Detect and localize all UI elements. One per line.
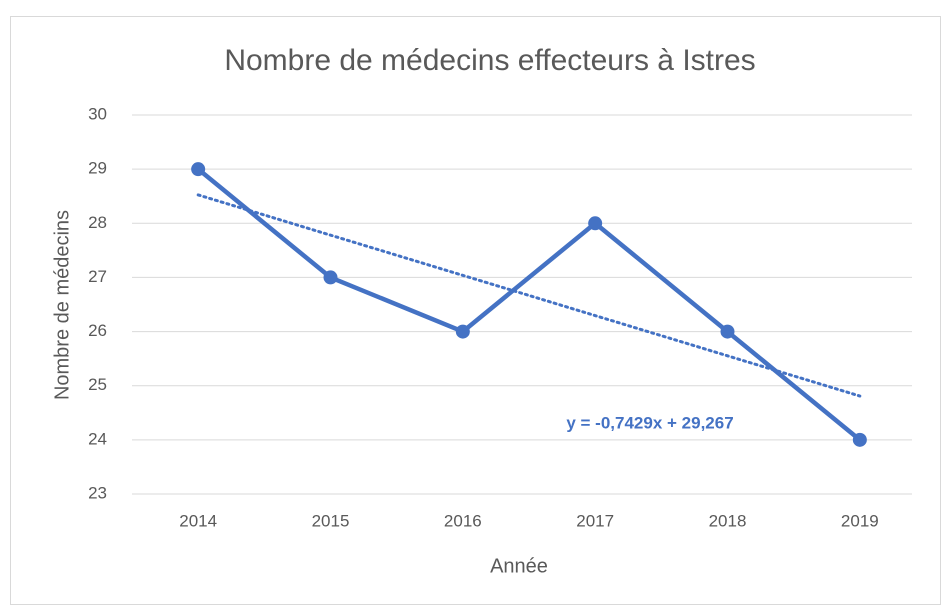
data-line bbox=[196, 167, 862, 442]
x-tick-label: 2019 bbox=[841, 511, 879, 530]
data-point bbox=[588, 216, 603, 231]
y-axis-label: Nombre de médecins bbox=[51, 210, 73, 400]
x-tick-label: 2015 bbox=[312, 511, 350, 530]
data-point bbox=[720, 324, 735, 339]
data-point bbox=[191, 162, 206, 177]
x-axis-label: Année bbox=[490, 555, 548, 577]
data-point bbox=[323, 270, 338, 285]
y-tick-label: 28 bbox=[88, 213, 107, 232]
trendline bbox=[196, 193, 862, 398]
x-tick-label: 2014 bbox=[179, 511, 217, 530]
x-tick-label: 2016 bbox=[444, 511, 482, 530]
y-tick-label: 27 bbox=[88, 267, 107, 286]
data-point bbox=[455, 324, 470, 339]
y-tick-label: 30 bbox=[88, 104, 107, 123]
y-tick-label: 29 bbox=[88, 159, 107, 178]
data-point bbox=[852, 432, 867, 447]
x-tick-label: 2018 bbox=[709, 511, 747, 530]
x-tick-label: 2017 bbox=[576, 511, 614, 530]
y-tick-label: 23 bbox=[88, 483, 107, 502]
y-tick-label: 25 bbox=[88, 375, 107, 394]
y-tick-label: 26 bbox=[88, 321, 107, 340]
chart-title: Nombre de médecins effecteurs à Istres bbox=[224, 44, 755, 77]
y-tick-label: 24 bbox=[88, 429, 107, 448]
trendline-equation: y = -0,7429x + 29,267 bbox=[566, 413, 733, 432]
